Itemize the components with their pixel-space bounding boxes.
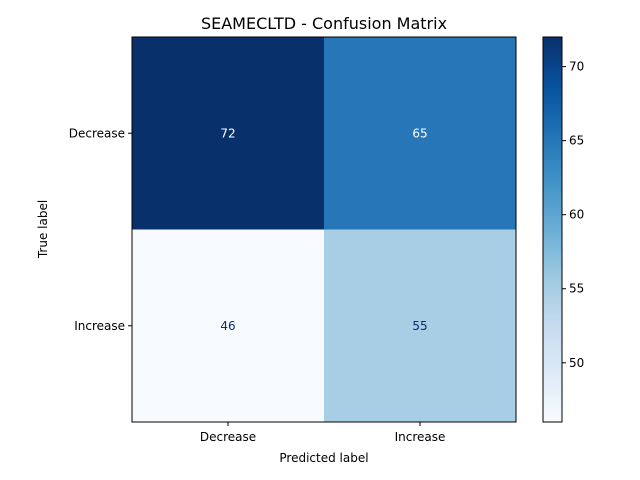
colorbar-tick-label: 65 [569,134,584,148]
cell-value-label: 72 [220,126,235,140]
plot-frame [131,36,517,423]
x-tick-label: Decrease [200,430,256,444]
cell-value-label: 65 [412,126,427,140]
heatmap-cell [324,37,516,230]
colorbar-tick-label: 60 [569,208,584,222]
colorbar-ticks: 50 55 60 65 70 [562,60,584,370]
colorbar-tick-label: 55 [569,282,584,296]
y-tick-label: Decrease [69,126,125,140]
x-axis-label: Predicted label [279,451,368,465]
colorbar [542,36,563,423]
y-tick-label: Increase [74,319,125,333]
heatmap-cell [324,229,516,422]
x-axis-ticks: Decrease Increase [200,422,446,444]
y-axis-ticks: Decrease Increase [69,126,132,333]
x-tick-label: Increase [395,430,446,444]
cell-value-label: 46 [220,319,235,333]
colorbar-tick-label: 70 [569,60,584,74]
colorbar-tick-label: 50 [569,356,584,370]
heatmap-cells: 72 65 46 55 [132,37,516,422]
heatmap-cell [132,37,324,230]
cell-value-label: 55 [412,319,427,333]
chart-title: SEAMECLTD - Confusion Matrix [201,14,447,33]
heatmap-cell [132,229,324,422]
y-axis-label: True label [36,200,50,259]
